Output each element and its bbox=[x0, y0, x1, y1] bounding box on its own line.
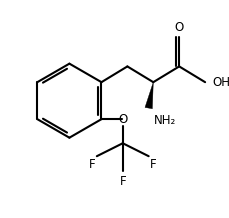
Text: NH₂: NH₂ bbox=[154, 114, 176, 127]
Text: F: F bbox=[149, 158, 156, 171]
Text: OH: OH bbox=[212, 76, 229, 89]
Polygon shape bbox=[144, 82, 153, 109]
Text: F: F bbox=[89, 158, 95, 171]
Text: O: O bbox=[118, 113, 127, 126]
Text: O: O bbox=[174, 21, 183, 34]
Text: F: F bbox=[119, 175, 125, 188]
